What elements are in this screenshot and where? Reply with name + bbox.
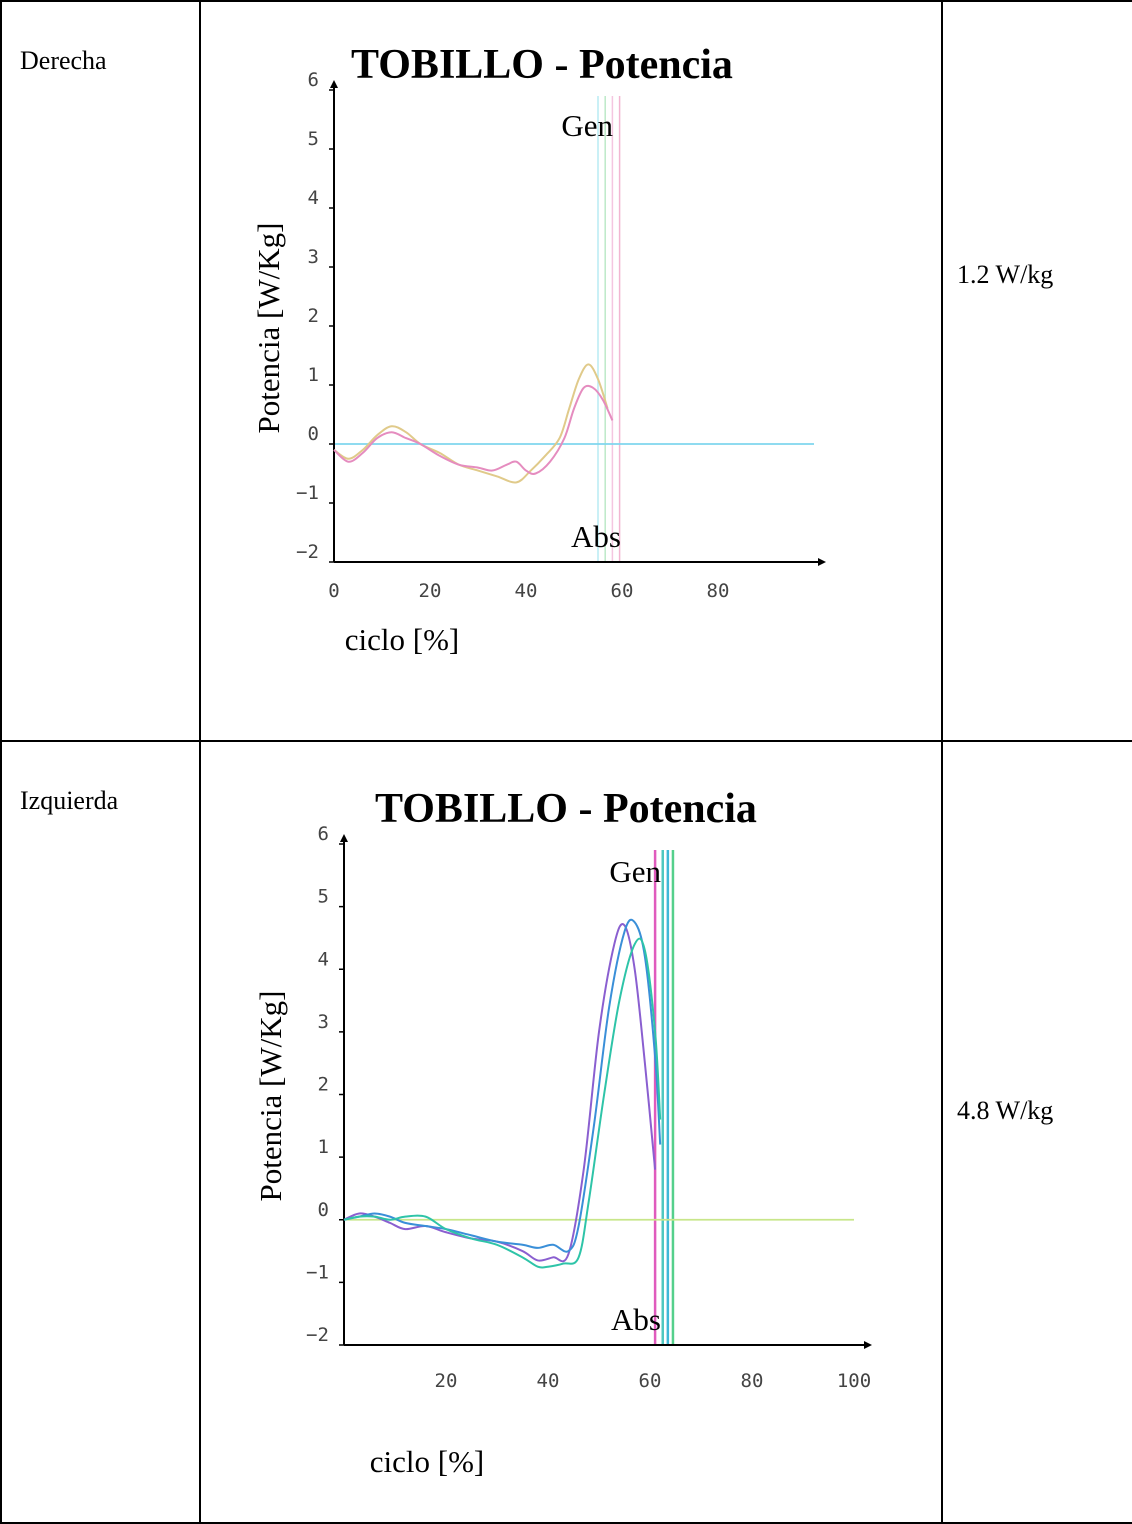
x-axis-arrow [864, 1341, 872, 1349]
y-axis-label: Potencia [W/Kg] [251, 223, 286, 434]
chart-cell: TOBILLO - Potencia 6 5 4 3 2 1 0 −1 −2 20 40 60 80 100… [199, 740, 943, 1524]
y-axis-arrow [330, 80, 338, 88]
y-tick-label: 6 [308, 69, 319, 91]
side-cell: Izquierda [0, 740, 201, 1524]
value-cell: 1.2 W/kg [941, 0, 1132, 742]
x-axis-arrow [818, 558, 826, 566]
x-tick-label: 60 [639, 1370, 662, 1392]
series-line [343, 937, 662, 1269]
chart-left-ankle-power: TOBILLO - Potencia 6 5 4 3 2 1 0 −1 −2 20 40 60 80 100… [253, 786, 872, 1479]
y-tick-label: 1 [308, 364, 319, 386]
x-tick-label: 80 [741, 1370, 764, 1392]
x-tick-label: 80 [707, 580, 730, 602]
y-tick-label: 3 [318, 1011, 329, 1033]
abs-annotation: Abs [611, 1302, 661, 1337]
gen-annotation: Gen [561, 108, 613, 143]
y-tick-label: 3 [308, 246, 319, 268]
peak-power-value: 4.8 W/kg [957, 1096, 1054, 1125]
y-tick-label: −1 [296, 482, 319, 504]
value-cell: 4.8 W/kg [941, 740, 1132, 1524]
y-tick-label: 2 [318, 1074, 329, 1096]
table-row: Derecha TOBILLO - Potencia 6 5 4 3 2 1 0 −1 −2 0 20… [0, 0, 1132, 742]
x-tick-label: 60 [611, 580, 634, 602]
x-axis-label: ciclo [%] [370, 1444, 484, 1479]
chart-title: TOBILLO - Potencia [351, 42, 733, 88]
y-tick-label: 1 [318, 1136, 329, 1158]
y-tick-label: 0 [318, 1199, 329, 1221]
y-tick-label: 2 [308, 305, 319, 327]
chart-title: TOBILLO - Potencia [375, 786, 757, 832]
y-tick-label: 4 [308, 187, 319, 209]
series-line [343, 923, 657, 1263]
side-cell: Derecha [0, 0, 201, 742]
side-label: Izquierda [20, 786, 119, 815]
y-tick-label: 5 [308, 128, 319, 150]
y-tick-label: −2 [296, 541, 319, 563]
y-tick-label: −1 [306, 1261, 329, 1283]
series-line [333, 384, 614, 475]
x-tick-label: 20 [435, 1370, 458, 1392]
table-row: Izquierda TOBILLO - Potencia 6 5 4 3 2 1 0 −1 −2 2… [0, 740, 1132, 1524]
y-tick-label: 4 [318, 948, 329, 970]
peak-power-value: 1.2 W/kg [957, 260, 1054, 289]
x-tick-label: 0 [328, 580, 339, 602]
chart-cell: TOBILLO - Potencia 6 5 4 3 2 1 0 −1 −2 0 20 40 60 80 ci… [199, 0, 943, 742]
series-line [343, 918, 662, 1253]
side-label: Derecha [20, 46, 107, 75]
x-tick-label: 20 [419, 580, 442, 602]
abs-annotation: Abs [571, 519, 621, 554]
x-tick-label: 40 [515, 580, 538, 602]
y-tick-label: 0 [308, 423, 319, 445]
x-axis-label: ciclo [%] [345, 622, 459, 657]
series-line [333, 363, 609, 484]
x-tick-label: 100 [837, 1370, 871, 1392]
chart-right-ankle-power: TOBILLO - Potencia 6 5 4 3 2 1 0 −1 −2 0 20 40 60 80 ci… [251, 42, 826, 657]
y-tick-label: 6 [318, 823, 329, 845]
y-axis-label: Potencia [W/Kg] [253, 991, 288, 1202]
y-tick-label: −2 [306, 1324, 329, 1346]
y-axis-arrow [340, 834, 348, 842]
y-tick-label: 5 [318, 886, 329, 908]
x-tick-label: 40 [537, 1370, 560, 1392]
gen-annotation: Gen [609, 854, 661, 889]
